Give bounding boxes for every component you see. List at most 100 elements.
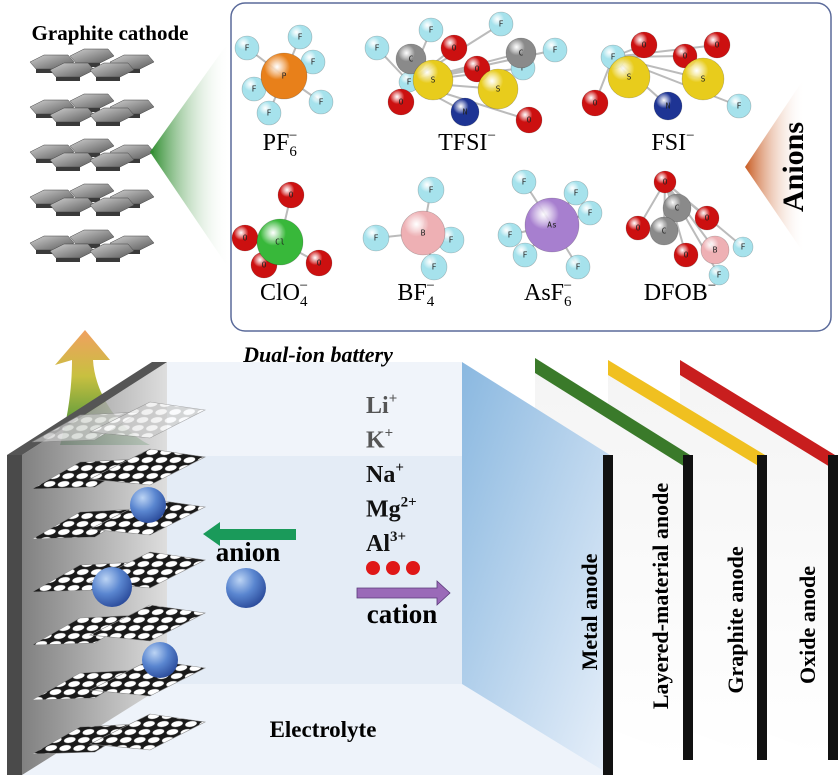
anode-label-metal: Metal anode (577, 553, 602, 670)
atom-label: O (243, 234, 248, 243)
cation-label: cation (367, 599, 438, 629)
atom-o (625, 215, 651, 241)
cathode-title: Graphite cathode (32, 21, 189, 45)
cation-arrow-right (356, 580, 451, 606)
atom-f (708, 264, 730, 286)
anion-sphere (226, 568, 266, 608)
atom-f (732, 236, 754, 258)
graphene-sheet (31, 659, 206, 701)
graphene-sheet (31, 448, 206, 490)
atom-label: As (547, 221, 557, 230)
atom-f (256, 100, 282, 126)
more-dot (366, 561, 380, 575)
atom-label: F (432, 263, 437, 272)
atom-label: F (717, 271, 722, 280)
atom-label: F (553, 46, 558, 55)
atom-label: S (496, 85, 501, 94)
atom-o (305, 249, 333, 277)
atom-f (364, 35, 390, 61)
atom-label: F (267, 109, 272, 118)
atom-label: F (574, 189, 579, 198)
graphite-layer (29, 229, 155, 262)
anion-sphere (142, 642, 178, 678)
atom-o (515, 106, 543, 134)
molecule-bf4: F F F F B BF4− (362, 176, 465, 310)
molecule-fsi: F O F O O O N S S FSI− (581, 31, 752, 156)
atom-label: O (683, 52, 688, 61)
formula-tfsi: TFSI− (438, 128, 496, 156)
atom-f (512, 242, 538, 268)
atom-o (277, 181, 305, 209)
atom-s (412, 59, 454, 101)
more-dot (386, 561, 400, 575)
atom-s (607, 55, 651, 99)
atom-label: F (407, 78, 412, 87)
atom-label: S (431, 76, 436, 85)
anion-label: anion (216, 537, 281, 567)
atom-label: F (523, 251, 528, 260)
atom-label: S (627, 73, 632, 82)
graphite-cathode-stack (29, 48, 155, 262)
atom-c (662, 193, 692, 223)
formula-pf6: PF6− (263, 128, 298, 160)
atom-f (362, 224, 390, 252)
atom-label: O (452, 44, 457, 53)
battery-title: Dual-ion battery (242, 342, 393, 367)
atom-label: P (282, 72, 287, 81)
formula-dfob: DFOB− (644, 278, 717, 306)
atom-n (450, 97, 480, 127)
anion-sphere (130, 487, 166, 523)
atom-s (681, 57, 725, 101)
atom-label: F (741, 243, 746, 252)
formula-asf6: AsF6− (524, 278, 572, 310)
formula-fsi: FSI− (651, 128, 694, 156)
atom-label: O (663, 178, 668, 187)
atom-label: F (311, 58, 316, 67)
atom-label: O (527, 116, 532, 125)
atom-f (417, 176, 445, 204)
anion-arrow-left (203, 522, 296, 546)
atom-label: B (713, 246, 718, 255)
cation-k: K+ (366, 426, 393, 454)
atom-label: C (519, 49, 524, 58)
graphite-layer (29, 48, 155, 81)
atom-label: O (684, 251, 689, 260)
graphite-layer (29, 183, 155, 216)
atom-f (563, 180, 589, 206)
anion-molecules: F F F F F F P PF6− F F F F F F O O O O N C C S S TFSI− F O F O O O N S S… (231, 11, 754, 310)
atom-label: O (289, 191, 294, 200)
atom-label: F (521, 64, 526, 73)
electrolyte-label: Electrolyte (270, 717, 377, 742)
atom-label: F (522, 178, 527, 187)
atom-label: S (701, 75, 706, 84)
atom-label: O (642, 41, 647, 50)
atom-label: F (737, 102, 742, 111)
atom-label: O (475, 65, 480, 74)
atom-o (694, 205, 720, 231)
anion-sphere (92, 567, 132, 607)
formula-clo4: ClO4− (260, 278, 308, 310)
atom-f (488, 11, 514, 37)
atom-f (418, 17, 444, 43)
atom-c (649, 216, 679, 246)
atom-label: F (576, 263, 581, 272)
atom-p (260, 52, 308, 100)
atom-label: N (666, 102, 671, 111)
anions-label: Anions (777, 122, 810, 212)
atom-o (653, 170, 677, 194)
atom-f (420, 253, 448, 281)
atom-label: O (317, 259, 322, 268)
anode-label-graphite: Graphite anode (723, 546, 748, 694)
cation-mg: Mg2+ (366, 495, 417, 523)
graphene-sheet (31, 713, 206, 755)
molecule-dfob: F F O O O O C C B DFOB− (625, 170, 754, 306)
anode-label-oxide: Oxide anode (795, 566, 820, 684)
anode-label-layered: Layered-material anode (648, 483, 673, 710)
cation-list: Li+ K+ Na+ Mg2+ Al3+ (366, 391, 417, 557)
more-dot (406, 561, 420, 575)
atom-f (511, 169, 537, 195)
green-arrow-to-cathode (150, 40, 230, 270)
atom-label: O (262, 261, 267, 270)
atom-o (673, 242, 699, 268)
